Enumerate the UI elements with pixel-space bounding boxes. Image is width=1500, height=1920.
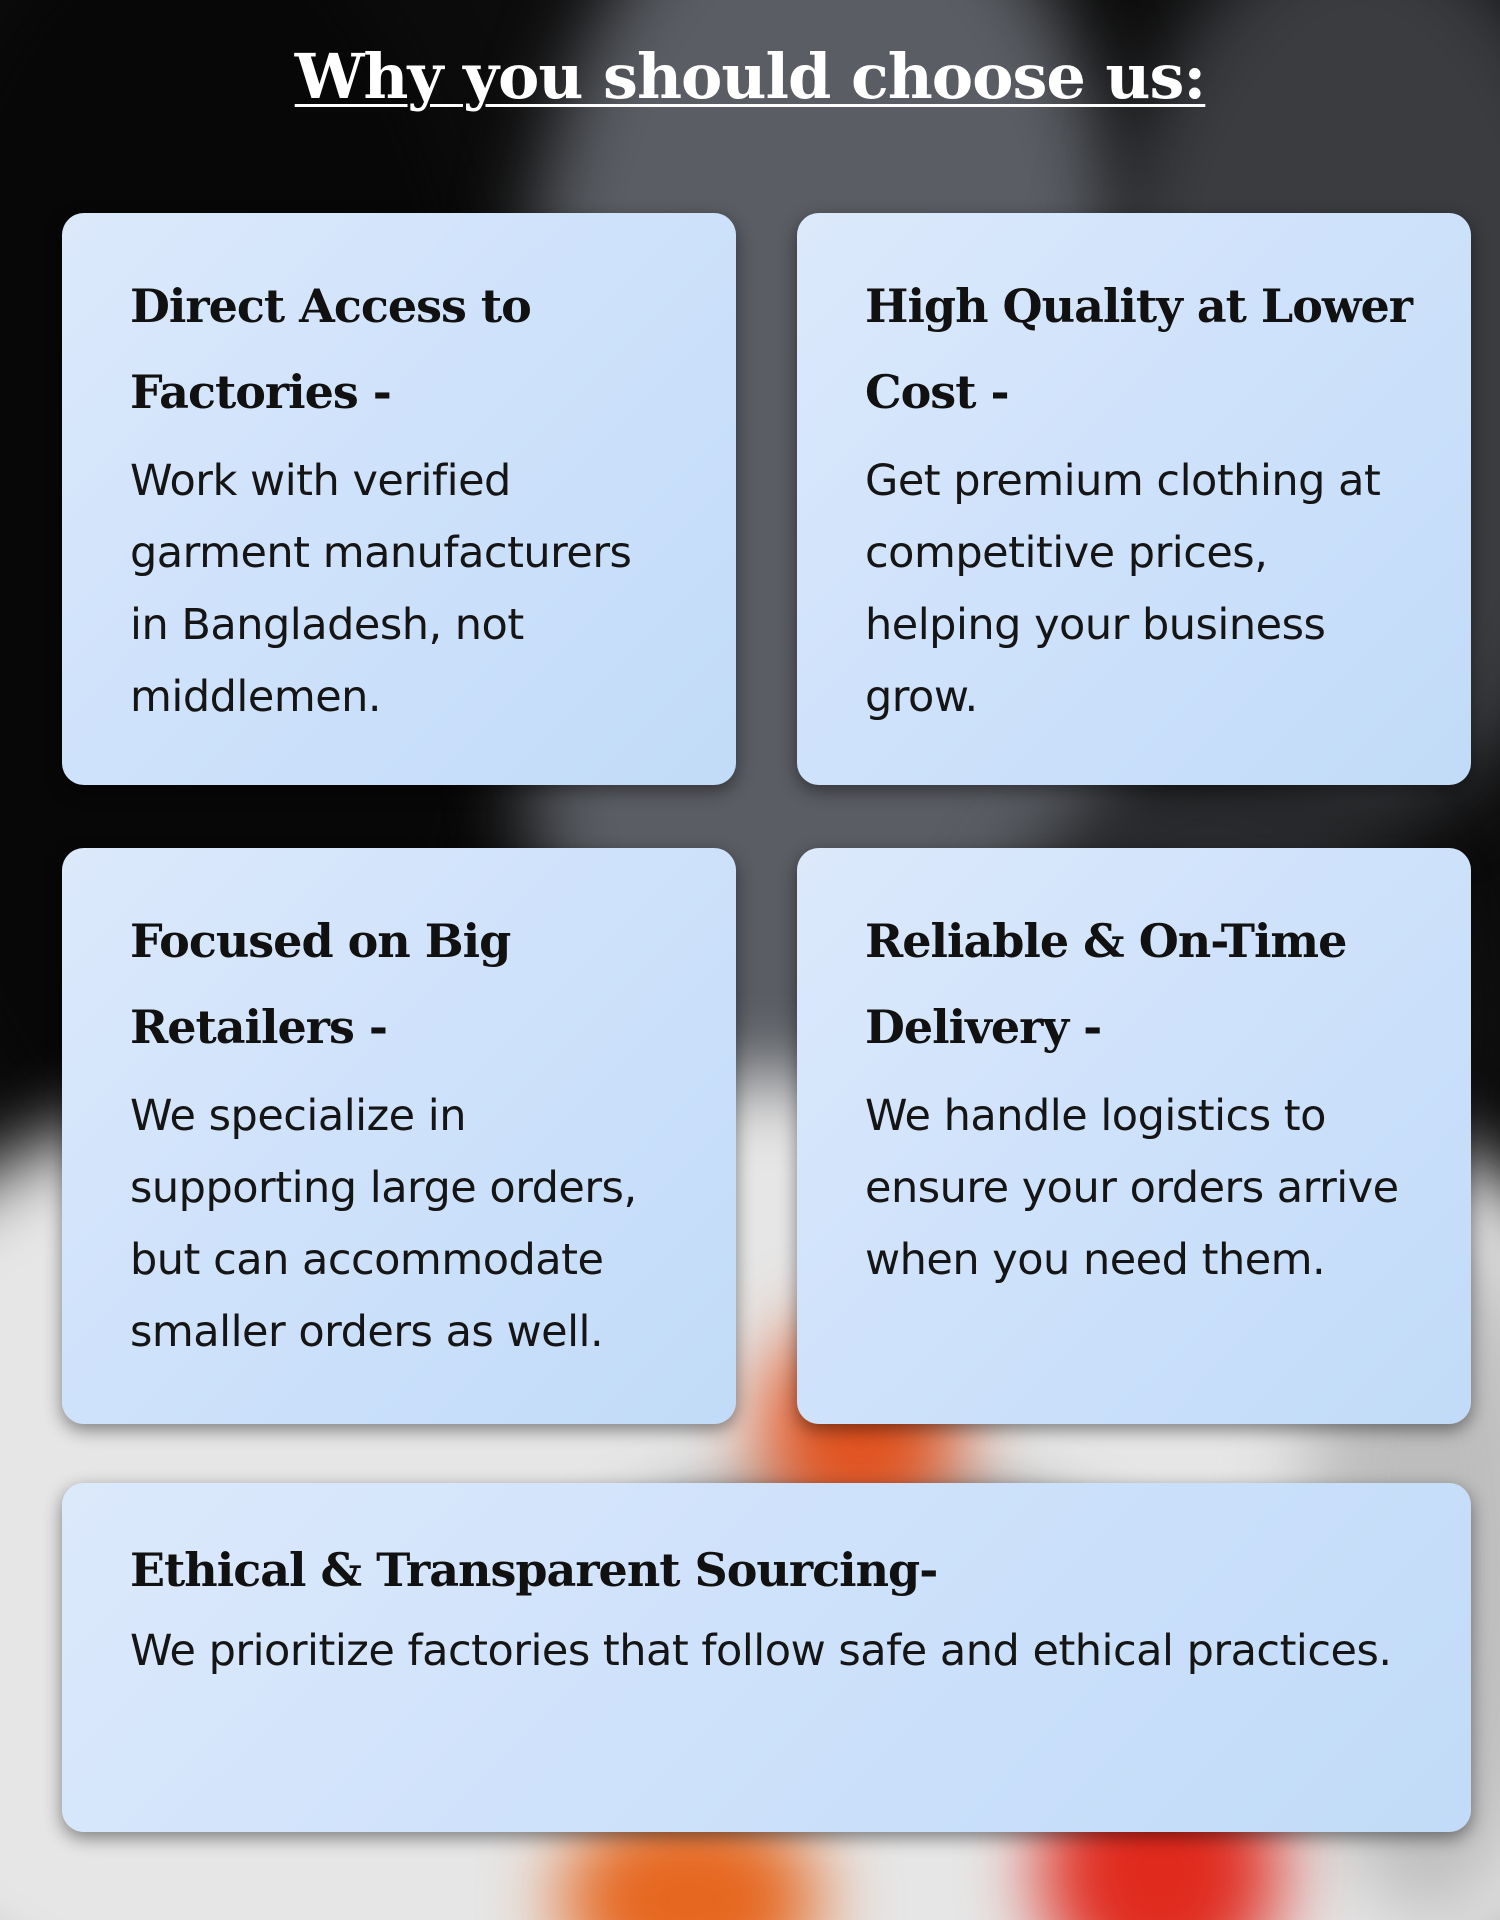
section-title: Why you should choose us: (294, 40, 1207, 113)
feature-card-text: Get premium clothing at competitive pric… (865, 456, 1381, 722)
feature-card-text: Work with verified garment manufacturers… (130, 456, 632, 722)
feature-card-text: We handle logistics to ensure your order… (865, 1091, 1399, 1285)
feature-card-heading: Reliable & On-Time Delivery - (865, 914, 1347, 1054)
feature-card-big-retailers: Focused on Big Retailers - We specialize… (62, 848, 736, 1424)
feature-card-ethical-sourcing: Ethical & Transparent Sourcing- We prior… (62, 1483, 1471, 1832)
feature-card-heading: Focused on Big Retailers - (130, 914, 511, 1054)
feature-card-text: We prioritize factories that follow safe… (130, 1626, 1392, 1676)
feature-card-factory-access: Direct Access to Factories - Work with v… (62, 213, 736, 785)
feature-card-delivery: Reliable & On-Time Delivery - We handle … (797, 848, 1471, 1424)
feature-card-text: We specialize in supporting large orders… (130, 1091, 637, 1357)
feature-card-heading: High Quality at Lower Cost - (865, 279, 1413, 419)
feature-card-heading: Direct Access to Factories - (130, 279, 532, 419)
feature-card-heading: Ethical & Transparent Sourcing- (130, 1543, 938, 1597)
feature-card-quality-cost: High Quality at Lower Cost - Get premium… (797, 213, 1471, 785)
